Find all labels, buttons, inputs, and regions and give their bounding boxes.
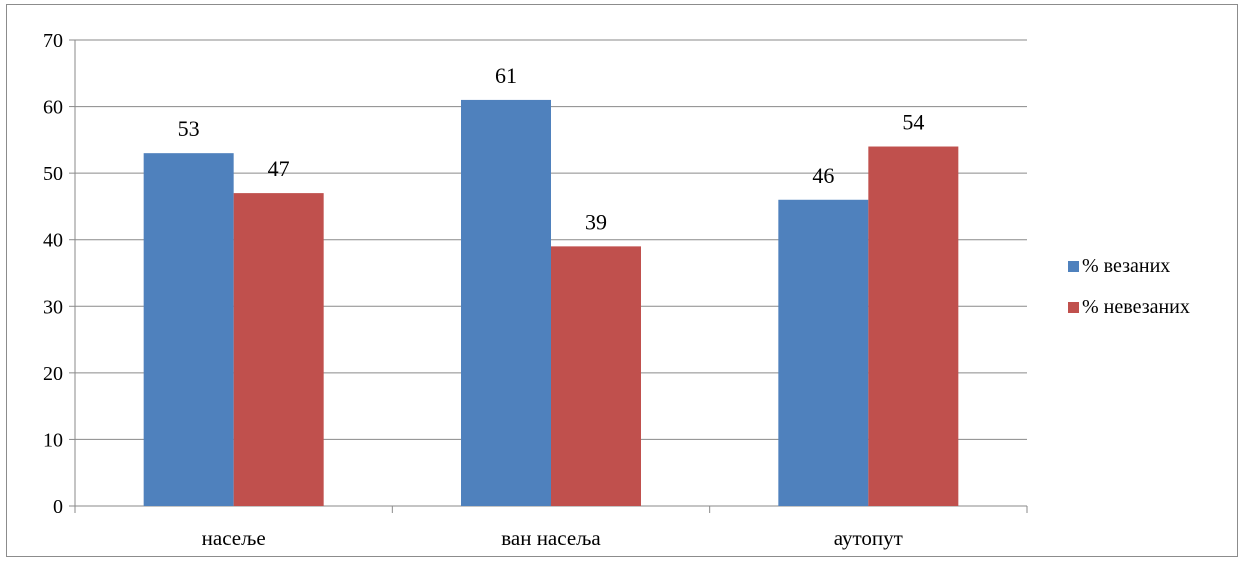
data-label: 46 — [812, 163, 834, 188]
data-label: 47 — [268, 156, 290, 181]
x-category-label: ван насеља — [501, 526, 601, 550]
legend-label: % невезаних — [1082, 296, 1190, 318]
y-tick-label: 30 — [43, 296, 63, 318]
y-tick-label: 60 — [43, 97, 63, 119]
legend-swatch — [1068, 302, 1079, 313]
y-tick-label: 0 — [53, 496, 63, 518]
y-tick-label: 20 — [43, 363, 63, 385]
data-label: 53 — [178, 116, 200, 141]
bar — [143, 153, 234, 506]
y-tick-label: 50 — [43, 163, 63, 185]
y-tick-label: 10 — [43, 429, 63, 451]
x-category-label: аутопут — [834, 526, 903, 550]
bar — [461, 99, 551, 507]
bar — [551, 246, 641, 506]
x-category-label: насеље — [202, 526, 266, 550]
y-tick-label: 70 — [43, 30, 63, 52]
y-tick-label: 40 — [43, 230, 63, 252]
data-label: 61 — [495, 63, 517, 88]
legend-swatch — [1068, 261, 1079, 272]
bar — [778, 199, 869, 506]
bar — [868, 146, 959, 506]
bar — [233, 193, 324, 506]
data-label: 54 — [902, 110, 924, 135]
legend-label: % везаних — [1082, 255, 1170, 277]
data-label: 39 — [585, 209, 607, 234]
